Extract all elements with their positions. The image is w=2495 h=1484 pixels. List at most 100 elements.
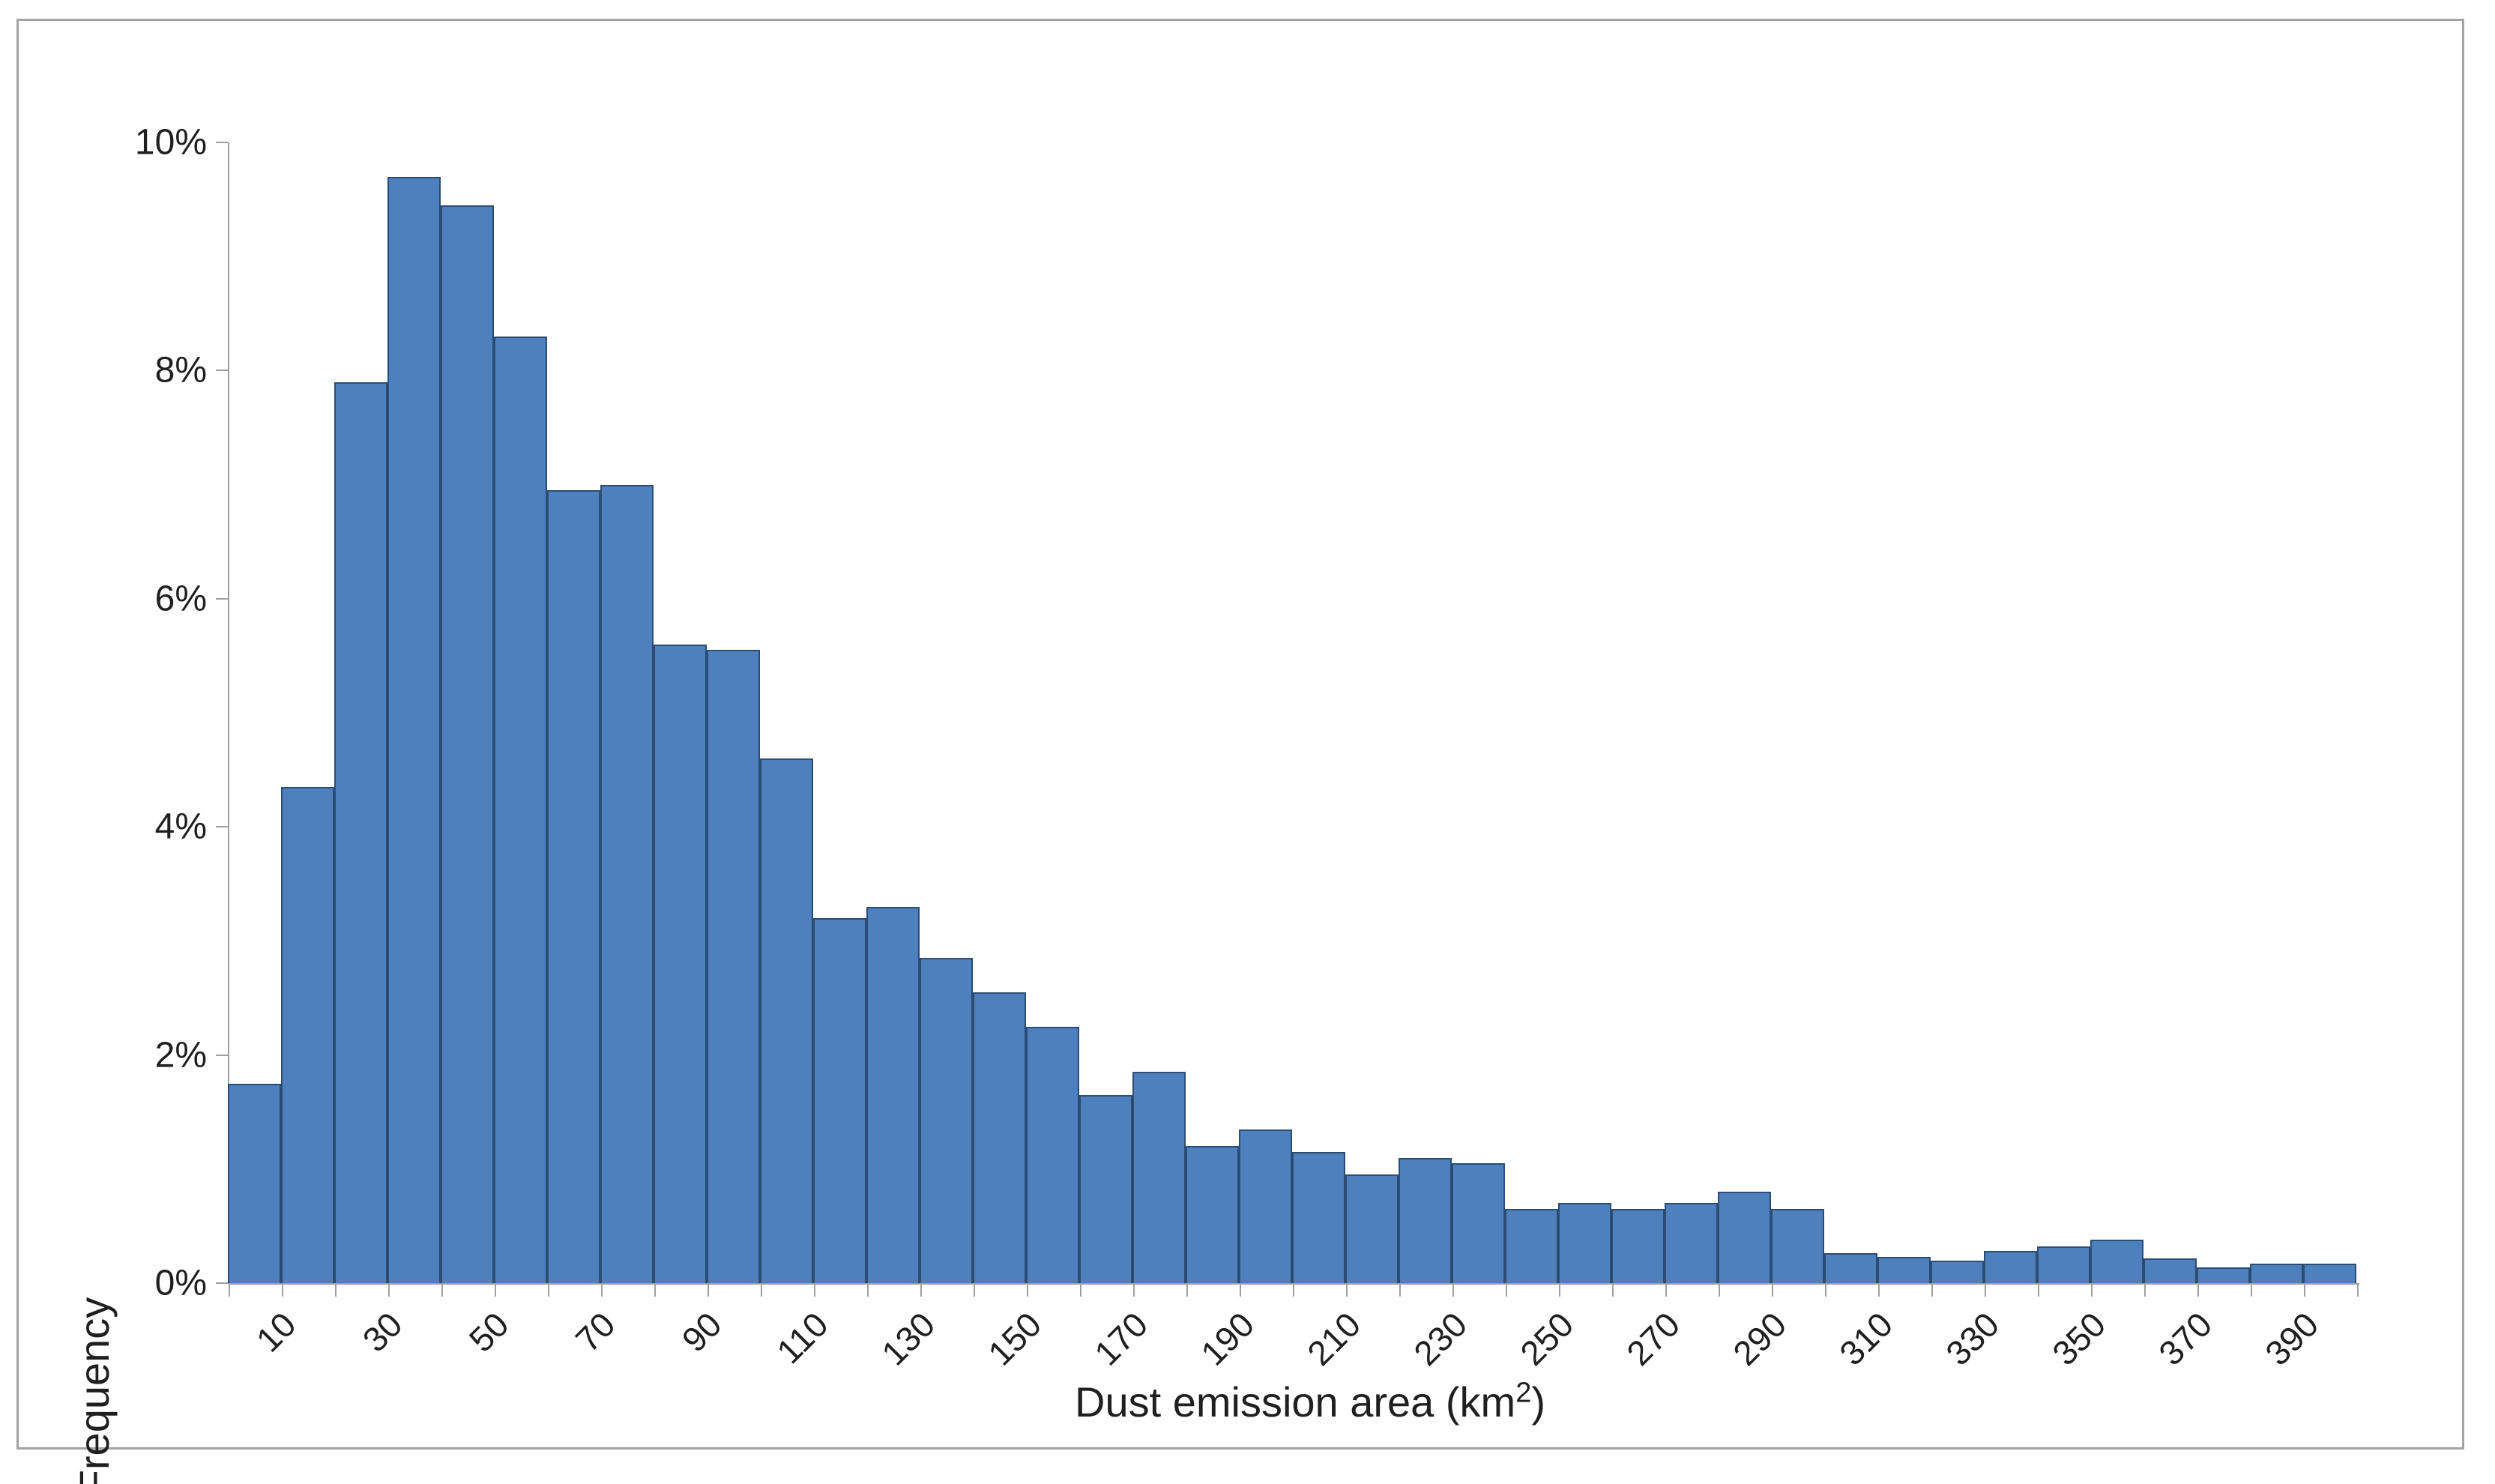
histogram-bar [760, 758, 813, 1283]
x-tick [1346, 1285, 1348, 1297]
x-tick [708, 1285, 709, 1297]
x-tick-label: 330 [1937, 1304, 2006, 1373]
histogram-bar [1079, 1094, 1132, 1283]
x-tick [1665, 1285, 1667, 1297]
histogram-bar [866, 906, 920, 1283]
y-tick-label: 2% [154, 1035, 207, 1076]
x-tick-label: 30 [355, 1304, 410, 1360]
histogram-bar [973, 992, 1026, 1283]
y-tick [216, 370, 228, 372]
x-tick [654, 1285, 656, 1297]
histogram-bar [1026, 1026, 1079, 1283]
x-tick-label: 50 [462, 1304, 516, 1360]
x-tick [920, 1285, 922, 1297]
histogram-bar [1718, 1192, 1771, 1283]
plot-area: 0% 2% 4% 6% 8% 10% 10 30 50 70 90 110 130 150 170 190 2… [135, 123, 2359, 1373]
y-tick-label: 6% [154, 579, 207, 619]
histogram-bar [2197, 1267, 2250, 1283]
x-tick-label: 370 [2150, 1304, 2219, 1373]
histogram-bar [1452, 1163, 1505, 1283]
histogram-bar [1239, 1129, 1292, 1283]
x-tick [1399, 1285, 1401, 1297]
x-axis-title-superscript: 2 [1515, 1377, 1532, 1409]
x-axis-title-closing: ) [1531, 1378, 1545, 1426]
histogram-bar [441, 205, 494, 1283]
histogram-bar [813, 917, 866, 1283]
x-tick-label: 270 [1618, 1304, 1687, 1373]
x-tick [867, 1285, 869, 1297]
x-tick [1293, 1285, 1294, 1297]
x-tick [1559, 1285, 1560, 1297]
histogram-bar [1399, 1157, 1452, 1283]
x-tick-label: 170 [1086, 1304, 1155, 1373]
x-tick-label: 290 [1725, 1304, 1793, 1373]
x-tick [601, 1285, 603, 1297]
x-tick [1240, 1285, 1241, 1297]
histogram-bar [1292, 1151, 1345, 1283]
histogram-bar [1505, 1209, 1558, 1283]
y-tick-label: 10% [134, 122, 207, 163]
histogram-bar [1771, 1209, 1824, 1283]
x-tick [335, 1285, 337, 1297]
x-axis-line [228, 1283, 2359, 1285]
x-tick [2144, 1285, 2146, 1297]
histogram-bar [1558, 1203, 1611, 1283]
x-tick [548, 1285, 549, 1297]
x-tick [1186, 1285, 1188, 1297]
x-tick-label: 130 [873, 1304, 942, 1373]
histogram-bar [1931, 1260, 1984, 1283]
x-tick-label: 110 [769, 1304, 836, 1372]
histogram-bar [228, 1083, 281, 1283]
histogram-bar [547, 490, 600, 1283]
x-tick-label: 390 [2257, 1304, 2326, 1373]
histogram-bar [1824, 1253, 1877, 1283]
x-tick [1612, 1285, 1614, 1297]
histogram-bar [1984, 1251, 2037, 1283]
x-tick [2197, 1285, 2199, 1297]
histogram-bar [920, 958, 973, 1283]
x-tick [1931, 1285, 1933, 1297]
y-tick-label: 4% [154, 806, 207, 847]
x-tick [1452, 1285, 1454, 1297]
x-axis-title: Dust emission area (km2) [830, 1378, 1790, 1426]
x-tick [388, 1285, 390, 1297]
chart-frame: 0% 2% 4% 6% 8% 10% 10 30 50 70 90 110 130 150 170 190 2… [16, 19, 2464, 1484]
x-tick-label: 90 [675, 1304, 729, 1360]
histogram-bar [654, 644, 707, 1283]
x-tick-label: 190 [1192, 1304, 1261, 1373]
y-tick-label: 0% [154, 1263, 207, 1303]
x-tick [1133, 1285, 1135, 1297]
y-tick-label: 8% [154, 350, 207, 390]
histogram-bar [2303, 1264, 2356, 1283]
histogram-bar [494, 336, 547, 1283]
y-tick [216, 597, 228, 600]
x-tick-label: 250 [1512, 1304, 1581, 1373]
x-tick-label: 350 [2044, 1304, 2113, 1373]
x-tick-label: 150 [980, 1304, 1049, 1373]
x-tick [1772, 1285, 1773, 1297]
histogram-bar [707, 650, 760, 1283]
x-tick [974, 1285, 975, 1297]
histogram-bar [1132, 1072, 1186, 1283]
x-tick [495, 1285, 496, 1297]
histogram-bar [1186, 1146, 1239, 1283]
x-tick [2038, 1285, 2039, 1297]
x-tick [1506, 1285, 1507, 1297]
x-tick-label: 230 [1405, 1304, 1474, 1373]
histogram-bar [2037, 1246, 2090, 1283]
histogram-bar [1611, 1209, 1665, 1283]
y-tick [216, 826, 228, 828]
x-tick [2357, 1285, 2359, 1297]
histogram-bar [2250, 1264, 2303, 1283]
histogram-bar [1665, 1203, 1718, 1283]
x-tick [229, 1285, 230, 1297]
histogram-bar [387, 176, 441, 1283]
x-tick [2251, 1285, 2252, 1297]
x-tick [1825, 1285, 1826, 1297]
x-tick [1027, 1285, 1028, 1297]
y-tick [216, 1282, 228, 1284]
histogram-bar [2143, 1258, 2197, 1283]
x-tick [441, 1285, 443, 1297]
histogram-bar [1345, 1174, 1399, 1283]
histogram-bar [281, 786, 334, 1283]
